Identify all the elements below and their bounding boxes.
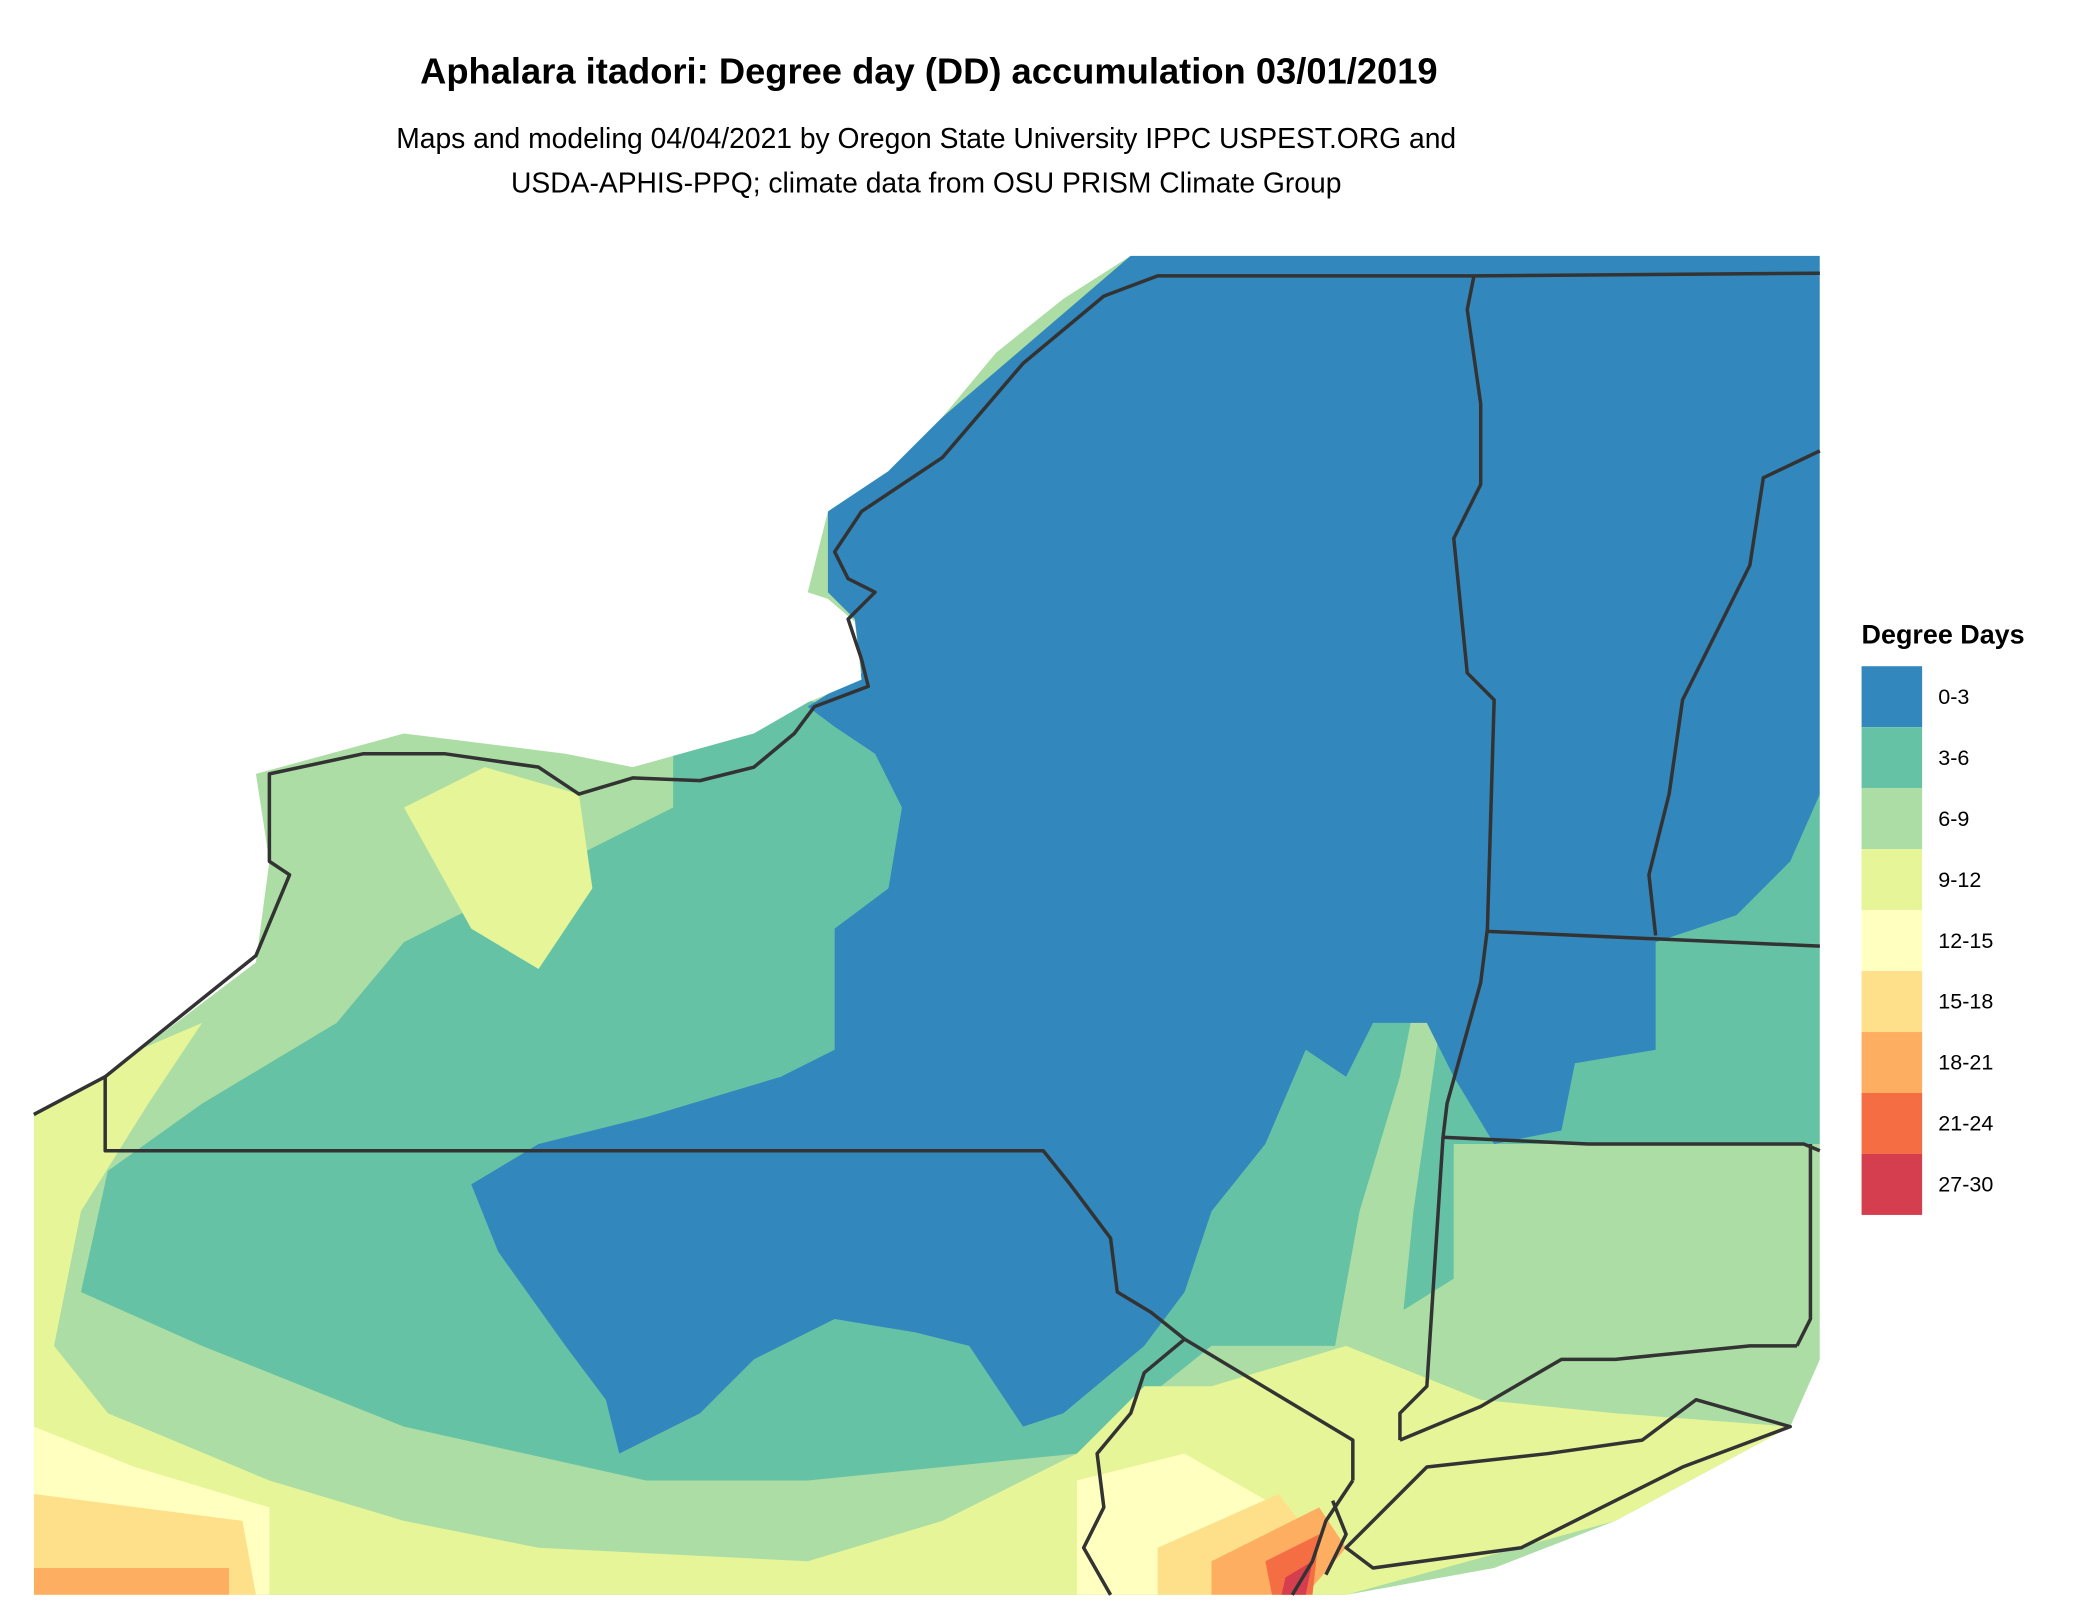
nj-pa-border	[1081, 1337, 1186, 1596]
ma-north-border	[1487, 929, 1820, 948]
zone-27-30	[1281, 1561, 1313, 1595]
zone-9-12	[33, 767, 1791, 1595]
legend-swatch-3-6	[1861, 727, 1923, 789]
legend-title: Degree Days	[1862, 619, 2025, 649]
legend-label-12-15: 12-15	[1938, 929, 1993, 953]
legend-swatch-27-30	[1861, 1153, 1923, 1215]
legend: Degree Days 0-3 3-6 6-9 9-12 12-15 15-18 18-21…	[1861, 619, 2025, 1215]
zone-0-3	[471, 255, 1820, 1454]
manhattan-outline	[1290, 1479, 1355, 1596]
legend-label-0-3: 0-3	[1938, 685, 1969, 709]
zone-18-21	[33, 1507, 1347, 1595]
ny-vt-ma-ct-border	[1398, 275, 1496, 1441]
zone-6-9	[1332, 861, 1804, 1387]
legend-swatch-12-15	[1861, 910, 1923, 972]
legend-label-3-6: 3-6	[1938, 746, 1969, 770]
ct-ri-border	[1795, 1144, 1813, 1347]
dd-raster	[33, 255, 1820, 1595]
legend-swatch-18-21	[1861, 1032, 1923, 1094]
ny-nj-border	[1183, 1337, 1355, 1481]
map-subtitle-line-1: Maps and modeling 04/04/2021 by Oregon S…	[396, 122, 1456, 154]
vt-nh-border	[1647, 449, 1821, 936]
state-boundaries	[33, 271, 1821, 1596]
legend-label-15-18: 15-18	[1938, 990, 1993, 1014]
legend-label-18-21: 18-21	[1938, 1051, 1993, 1075]
legend-swatch-21-24	[1861, 1093, 1923, 1154]
legend-label-6-9: 6-9	[1938, 807, 1969, 831]
legend-swatch-6-9	[1861, 788, 1923, 850]
legend-label-21-24: 21-24	[1938, 1112, 1993, 1136]
ct-coastline	[1399, 1344, 1797, 1442]
ny-pa-border	[33, 1074, 1186, 1341]
long-island-outline	[1344, 1397, 1792, 1570]
map-title: Aphalara itadori: Degree day (DD) accumu…	[420, 50, 1438, 91]
map-subtitle-line-2: USDA-APHIS-PPQ; climate data from OSU PR…	[511, 166, 1341, 198]
legend-swatch-0-3	[1861, 666, 1923, 728]
legend-label-27-30: 27-30	[1938, 1173, 1993, 1197]
legend-swatch-9-12	[1861, 849, 1923, 911]
legend-swatch-15-18	[1861, 971, 1923, 1033]
ny-north-shoreline	[104, 271, 1820, 1079]
legend-label-9-12: 9-12	[1938, 868, 1981, 892]
